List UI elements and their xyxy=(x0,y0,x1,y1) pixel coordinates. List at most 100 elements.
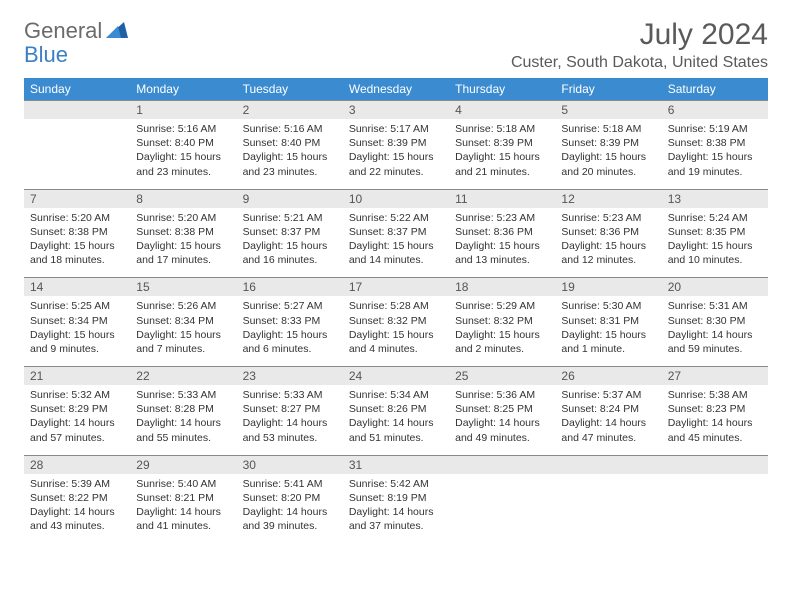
day-number-cell: 4 xyxy=(449,101,555,120)
day-detail-cell: Sunrise: 5:39 AMSunset: 8:22 PMDaylight:… xyxy=(24,474,130,544)
day-detail-row: Sunrise: 5:32 AMSunset: 8:29 PMDaylight:… xyxy=(24,385,768,455)
day-number-cell: 1 xyxy=(130,101,236,120)
day-number-cell: 16 xyxy=(237,278,343,297)
calendar-table: SundayMondayTuesdayWednesdayThursdayFrid… xyxy=(24,78,768,543)
day-detail-cell: Sunrise: 5:17 AMSunset: 8:39 PMDaylight:… xyxy=(343,119,449,189)
day-detail-cell: Sunrise: 5:33 AMSunset: 8:27 PMDaylight:… xyxy=(237,385,343,455)
brand-triangle-icon xyxy=(106,20,128,43)
day-number-cell: 30 xyxy=(237,455,343,474)
day-detail-cell: Sunrise: 5:16 AMSunset: 8:40 PMDaylight:… xyxy=(130,119,236,189)
day-number-cell: 18 xyxy=(449,278,555,297)
day-number-cell xyxy=(662,455,768,474)
day-number-cell: 10 xyxy=(343,189,449,208)
weekday-header: Saturday xyxy=(662,78,768,101)
day-detail-cell: Sunrise: 5:33 AMSunset: 8:28 PMDaylight:… xyxy=(130,385,236,455)
day-number-row: 78910111213 xyxy=(24,189,768,208)
day-detail-cell: Sunrise: 5:20 AMSunset: 8:38 PMDaylight:… xyxy=(130,208,236,278)
weekday-header: Friday xyxy=(555,78,661,101)
day-number-cell: 23 xyxy=(237,367,343,386)
brand-line2-wrap: Blue xyxy=(24,42,68,68)
day-detail-cell xyxy=(555,474,661,544)
day-detail-cell: Sunrise: 5:23 AMSunset: 8:36 PMDaylight:… xyxy=(449,208,555,278)
location-text: Custer, South Dakota, United States xyxy=(511,54,768,72)
day-number-cell: 27 xyxy=(662,367,768,386)
month-title: July 2024 xyxy=(511,18,768,52)
weekday-header: Sunday xyxy=(24,78,130,101)
calendar-head: SundayMondayTuesdayWednesdayThursdayFrid… xyxy=(24,78,768,101)
day-number-cell: 7 xyxy=(24,189,130,208)
day-number-cell: 11 xyxy=(449,189,555,208)
day-number-row: 14151617181920 xyxy=(24,278,768,297)
day-number-cell: 5 xyxy=(555,101,661,120)
day-number-cell: 26 xyxy=(555,367,661,386)
day-number-cell: 2 xyxy=(237,101,343,120)
brand-logo: General xyxy=(24,18,130,44)
day-number-cell: 12 xyxy=(555,189,661,208)
day-number-row: 28293031 xyxy=(24,455,768,474)
day-number-cell xyxy=(555,455,661,474)
day-detail-cell: Sunrise: 5:34 AMSunset: 8:26 PMDaylight:… xyxy=(343,385,449,455)
day-detail-cell: Sunrise: 5:41 AMSunset: 8:20 PMDaylight:… xyxy=(237,474,343,544)
day-detail-cell: Sunrise: 5:40 AMSunset: 8:21 PMDaylight:… xyxy=(130,474,236,544)
day-detail-cell: Sunrise: 5:18 AMSunset: 8:39 PMDaylight:… xyxy=(555,119,661,189)
day-number-cell: 3 xyxy=(343,101,449,120)
day-number-cell: 14 xyxy=(24,278,130,297)
weekday-header: Monday xyxy=(130,78,236,101)
day-detail-cell: Sunrise: 5:23 AMSunset: 8:36 PMDaylight:… xyxy=(555,208,661,278)
title-block: July 2024 Custer, South Dakota, United S… xyxy=(511,18,768,72)
day-detail-cell: Sunrise: 5:20 AMSunset: 8:38 PMDaylight:… xyxy=(24,208,130,278)
day-detail-cell: Sunrise: 5:31 AMSunset: 8:30 PMDaylight:… xyxy=(662,296,768,366)
day-number-row: 21222324252627 xyxy=(24,367,768,386)
day-detail-cell: Sunrise: 5:19 AMSunset: 8:38 PMDaylight:… xyxy=(662,119,768,189)
day-detail-row: Sunrise: 5:20 AMSunset: 8:38 PMDaylight:… xyxy=(24,208,768,278)
day-number-cell xyxy=(449,455,555,474)
day-number-cell: 25 xyxy=(449,367,555,386)
day-detail-cell: Sunrise: 5:42 AMSunset: 8:19 PMDaylight:… xyxy=(343,474,449,544)
calendar-body: 123456 Sunrise: 5:16 AMSunset: 8:40 PMDa… xyxy=(24,101,768,544)
day-detail-cell: Sunrise: 5:21 AMSunset: 8:37 PMDaylight:… xyxy=(237,208,343,278)
day-number-cell: 19 xyxy=(555,278,661,297)
day-number-cell: 28 xyxy=(24,455,130,474)
day-number-cell: 24 xyxy=(343,367,449,386)
day-detail-row: Sunrise: 5:25 AMSunset: 8:34 PMDaylight:… xyxy=(24,296,768,366)
day-number-cell: 6 xyxy=(662,101,768,120)
weekday-header: Thursday xyxy=(449,78,555,101)
day-detail-cell: Sunrise: 5:27 AMSunset: 8:33 PMDaylight:… xyxy=(237,296,343,366)
weekday-header: Wednesday xyxy=(343,78,449,101)
day-detail-cell: Sunrise: 5:36 AMSunset: 8:25 PMDaylight:… xyxy=(449,385,555,455)
day-number-cell: 20 xyxy=(662,278,768,297)
day-detail-cell: Sunrise: 5:25 AMSunset: 8:34 PMDaylight:… xyxy=(24,296,130,366)
day-number-cell: 8 xyxy=(130,189,236,208)
day-detail-cell: Sunrise: 5:24 AMSunset: 8:35 PMDaylight:… xyxy=(662,208,768,278)
brand-text-1: General xyxy=(24,18,102,44)
day-detail-cell: Sunrise: 5:22 AMSunset: 8:37 PMDaylight:… xyxy=(343,208,449,278)
day-detail-cell: Sunrise: 5:18 AMSunset: 8:39 PMDaylight:… xyxy=(449,119,555,189)
page-header: General July 2024 Custer, South Dakota, … xyxy=(24,18,768,72)
day-detail-cell: Sunrise: 5:37 AMSunset: 8:24 PMDaylight:… xyxy=(555,385,661,455)
day-detail-cell: Sunrise: 5:16 AMSunset: 8:40 PMDaylight:… xyxy=(237,119,343,189)
day-detail-cell xyxy=(449,474,555,544)
day-number-cell: 15 xyxy=(130,278,236,297)
day-number-cell: 29 xyxy=(130,455,236,474)
day-detail-cell: Sunrise: 5:28 AMSunset: 8:32 PMDaylight:… xyxy=(343,296,449,366)
day-number-cell: 31 xyxy=(343,455,449,474)
day-number-cell: 17 xyxy=(343,278,449,297)
weekday-row: SundayMondayTuesdayWednesdayThursdayFrid… xyxy=(24,78,768,101)
day-detail-cell: Sunrise: 5:32 AMSunset: 8:29 PMDaylight:… xyxy=(24,385,130,455)
day-detail-cell: Sunrise: 5:26 AMSunset: 8:34 PMDaylight:… xyxy=(130,296,236,366)
day-detail-cell: Sunrise: 5:29 AMSunset: 8:32 PMDaylight:… xyxy=(449,296,555,366)
day-detail-cell xyxy=(662,474,768,544)
brand-text-2: Blue xyxy=(24,42,68,67)
day-detail-cell: Sunrise: 5:38 AMSunset: 8:23 PMDaylight:… xyxy=(662,385,768,455)
day-number-row: 123456 xyxy=(24,101,768,120)
day-number-cell: 22 xyxy=(130,367,236,386)
day-detail-cell: Sunrise: 5:30 AMSunset: 8:31 PMDaylight:… xyxy=(555,296,661,366)
day-number-cell: 21 xyxy=(24,367,130,386)
day-detail-row: Sunrise: 5:16 AMSunset: 8:40 PMDaylight:… xyxy=(24,119,768,189)
day-detail-cell xyxy=(24,119,130,189)
day-number-cell xyxy=(24,101,130,120)
weekday-header: Tuesday xyxy=(237,78,343,101)
day-number-cell: 13 xyxy=(662,189,768,208)
day-detail-row: Sunrise: 5:39 AMSunset: 8:22 PMDaylight:… xyxy=(24,474,768,544)
day-number-cell: 9 xyxy=(237,189,343,208)
